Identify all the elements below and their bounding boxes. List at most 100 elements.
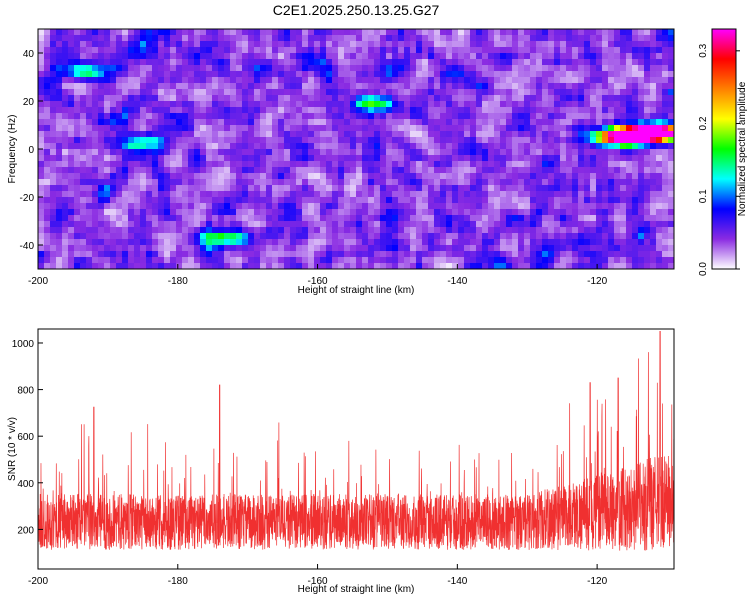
- heatmap-cell: [608, 179, 614, 185]
- heatmap-cell: [572, 113, 578, 119]
- heatmap-cell: [314, 53, 320, 59]
- heatmap-cell: [86, 47, 92, 53]
- heatmap-cell: [608, 107, 614, 113]
- heatmap-cell: [650, 125, 656, 131]
- heatmap-cell: [446, 155, 452, 161]
- heatmap-cell: [470, 215, 476, 221]
- heatmap-cell: [506, 215, 512, 221]
- heatmap-cell: [206, 71, 212, 77]
- heatmap-cell: [278, 161, 284, 167]
- heatmap-cell: [608, 65, 614, 71]
- heatmap-cell: [116, 95, 122, 101]
- heatmap-cell: [554, 41, 560, 47]
- heatmap-cell: [272, 77, 278, 83]
- heatmap-cell: [560, 209, 566, 215]
- heatmap-cell: [512, 185, 518, 191]
- heatmap-cell: [638, 53, 644, 59]
- heatmap-cell: [152, 209, 158, 215]
- heatmap-cell: [170, 155, 176, 161]
- heatmap-cell: [212, 65, 218, 71]
- heatmap-cell: [590, 155, 596, 161]
- heatmap-cell: [302, 47, 308, 53]
- heatmap-cell: [668, 113, 674, 119]
- heatmap-cell: [338, 149, 344, 155]
- heatmap-cell: [278, 119, 284, 125]
- heatmap-cell: [656, 251, 662, 257]
- heatmap-cell: [536, 227, 542, 233]
- heatmap-cell: [614, 185, 620, 191]
- heatmap-cell: [536, 59, 542, 65]
- heatmap-cell: [434, 137, 440, 143]
- heatmap-cell: [230, 173, 236, 179]
- heatmap-cell: [260, 131, 266, 137]
- heatmap-cell: [506, 77, 512, 83]
- heatmap-cell: [332, 59, 338, 65]
- heatmap-cell: [134, 71, 140, 77]
- heatmap-cell: [98, 149, 104, 155]
- heatmap-cell: [614, 137, 620, 143]
- heatmap-cell: [74, 65, 80, 71]
- heatmap-cell: [650, 35, 656, 41]
- heatmap-cell: [242, 119, 248, 125]
- heatmap-cell: [134, 167, 140, 173]
- heatmap-cell: [374, 107, 380, 113]
- heatmap-cell: [368, 131, 374, 137]
- heatmap-cell: [632, 137, 638, 143]
- heatmap-cell: [266, 35, 272, 41]
- heatmap-cell: [140, 239, 146, 245]
- heatmap-cell: [104, 53, 110, 59]
- heatmap-cell: [590, 209, 596, 215]
- heatmap-cell: [50, 77, 56, 83]
- heatmap-cell: [446, 197, 452, 203]
- heatmap-cell: [290, 71, 296, 77]
- heatmap-cell: [620, 203, 626, 209]
- heatmap-cell: [386, 191, 392, 197]
- heatmap-cell: [428, 83, 434, 89]
- heatmap-cell: [374, 227, 380, 233]
- heatmap-cell: [452, 119, 458, 125]
- heatmap-cell: [62, 221, 68, 227]
- heatmap-cell: [170, 149, 176, 155]
- heatmap-cell: [554, 137, 560, 143]
- colorbar-tick-label: 0.3: [698, 43, 709, 57]
- heatmap-cell: [476, 53, 482, 59]
- heatmap-cell: [590, 89, 596, 95]
- heatmap-cell: [476, 245, 482, 251]
- heatmap-cell: [56, 41, 62, 47]
- heatmap-cell: [626, 143, 632, 149]
- heatmap-cell: [638, 227, 644, 233]
- heatmap-cell: [320, 185, 326, 191]
- heatmap-cell: [572, 203, 578, 209]
- heatmap-cell: [338, 221, 344, 227]
- heatmap-cell: [110, 221, 116, 227]
- heatmap-cell: [74, 59, 80, 65]
- heatmap-cell: [326, 233, 332, 239]
- heatmap-cell: [494, 29, 500, 35]
- heatmap-cell: [140, 59, 146, 65]
- heatmap-cell: [524, 95, 530, 101]
- heatmap-cell: [470, 35, 476, 41]
- heatmap-cell: [242, 167, 248, 173]
- heatmap-cell: [554, 215, 560, 221]
- heatmap-cell: [278, 173, 284, 179]
- heatmap-cell: [386, 125, 392, 131]
- heatmap-cell: [608, 29, 614, 35]
- heatmap-cell: [152, 35, 158, 41]
- heatmap-cell: [80, 65, 86, 71]
- heatmap-cell: [500, 71, 506, 77]
- heatmap-cell: [554, 227, 560, 233]
- heatmap-cell: [332, 83, 338, 89]
- heatmap-cell: [356, 101, 362, 107]
- heatmap-cell: [332, 203, 338, 209]
- heatmap-cell: [56, 245, 62, 251]
- heatmap-cell: [590, 59, 596, 65]
- heatmap-cell: [350, 101, 356, 107]
- heatmap-cell: [518, 29, 524, 35]
- heatmap-cell: [392, 233, 398, 239]
- heatmap-cell: [392, 113, 398, 119]
- heatmap-cell: [566, 227, 572, 233]
- heatmap-cell: [356, 125, 362, 131]
- heatmap-cell: [326, 149, 332, 155]
- heatmap-cell: [620, 227, 626, 233]
- heatmap-cell: [632, 59, 638, 65]
